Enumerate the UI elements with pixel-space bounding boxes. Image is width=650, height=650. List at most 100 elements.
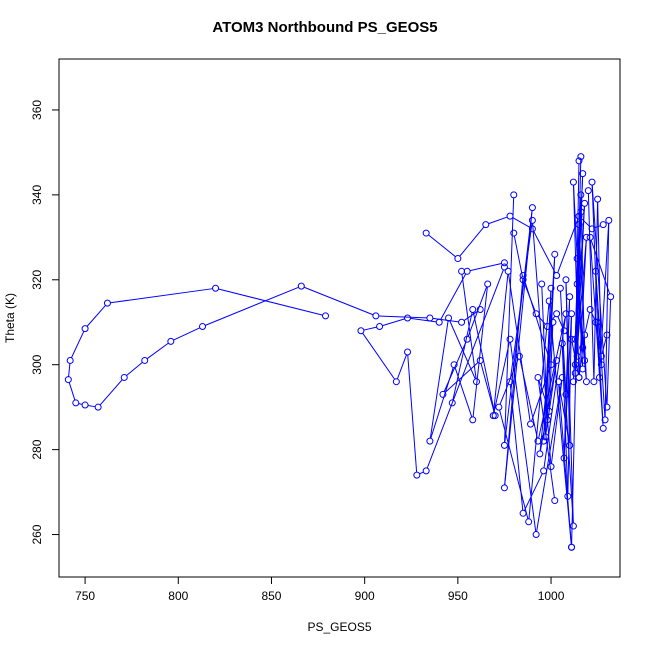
data-point (528, 216, 536, 224)
series-segment (523, 278, 551, 362)
series-segment (71, 331, 85, 358)
data-point (506, 212, 514, 220)
series-segment (548, 303, 572, 545)
data-point (506, 335, 514, 343)
series-segment (68, 363, 71, 377)
data-point (491, 412, 499, 420)
data-point (592, 267, 600, 275)
series-segment (590, 240, 611, 295)
data-point (573, 352, 581, 360)
data-point (495, 403, 503, 411)
data-point (579, 170, 587, 178)
data-point (558, 339, 566, 347)
series-segment (509, 342, 537, 532)
series-8 (554, 276, 577, 551)
y-tick-label: 320 (30, 269, 44, 289)
data-point (601, 416, 609, 424)
data-point (538, 280, 546, 288)
series-segment (493, 342, 510, 413)
series-segment (574, 227, 580, 337)
data-point (607, 293, 615, 301)
data-point (435, 318, 443, 326)
series-segment (591, 185, 608, 405)
data-point (445, 314, 453, 322)
series-9 (426, 267, 499, 445)
data-point (575, 157, 583, 165)
data-point (81, 325, 89, 333)
data-point (422, 229, 430, 237)
series-segment (426, 269, 504, 469)
data-point (528, 204, 536, 212)
series-segment (595, 274, 606, 417)
data-point (545, 407, 553, 415)
series-segment (576, 286, 583, 345)
series-segment (508, 274, 531, 422)
series-segment (512, 217, 531, 228)
data-point (571, 369, 579, 377)
data-point (506, 378, 514, 386)
data-point (489, 412, 497, 420)
data-point (450, 361, 458, 369)
data-point (579, 344, 587, 352)
series-segment (362, 332, 396, 380)
data-point (599, 221, 607, 229)
data-point (141, 356, 149, 364)
data-point (500, 259, 508, 267)
data-point (543, 416, 551, 424)
data-point (404, 314, 412, 322)
series-segment (572, 185, 580, 375)
data-point (72, 399, 80, 407)
y-axis-label: Theta (K) (3, 293, 17, 343)
series-segment (565, 282, 571, 443)
series-segment (499, 358, 519, 405)
data-point (404, 348, 412, 356)
series-segment (419, 471, 424, 475)
series-segment (513, 235, 523, 277)
series-segment (537, 315, 546, 325)
data-point (553, 310, 561, 318)
data-point (66, 356, 74, 364)
data-point (553, 356, 561, 364)
data-point (577, 153, 585, 161)
series-segment (382, 318, 405, 327)
series-layer (64, 153, 615, 551)
data-point (103, 299, 111, 307)
series-segment (444, 362, 479, 393)
plot-frame (58, 58, 621, 578)
data-point (81, 401, 89, 409)
series-segment (87, 405, 96, 408)
data-point (199, 322, 207, 330)
data-point (582, 378, 590, 386)
data-point (504, 267, 512, 275)
data-point (547, 284, 555, 292)
series-segment (538, 380, 549, 409)
series-segment (472, 286, 488, 417)
data-point (553, 272, 561, 280)
series-segment (78, 403, 83, 405)
data-point (534, 373, 542, 381)
series-segment (146, 342, 169, 360)
data-point (586, 306, 594, 314)
series-segment (597, 325, 604, 426)
series-segment (469, 262, 502, 272)
data-point (573, 280, 581, 288)
data-point (212, 284, 220, 292)
x-tick-label: 800 (168, 589, 188, 603)
data-point (469, 306, 477, 314)
series-segment (410, 317, 437, 323)
data-point (500, 263, 508, 271)
series-segment (126, 361, 143, 376)
data-point (439, 390, 447, 398)
series-segment (303, 286, 374, 316)
series-segment (110, 288, 213, 304)
data-point (476, 306, 484, 314)
series-segment (578, 227, 587, 379)
series-segment (218, 288, 323, 316)
series-segment (428, 234, 456, 258)
data-point (540, 467, 548, 475)
data-point (527, 420, 535, 428)
data-point (551, 250, 559, 258)
data-point (426, 437, 434, 445)
data-point (549, 318, 557, 326)
